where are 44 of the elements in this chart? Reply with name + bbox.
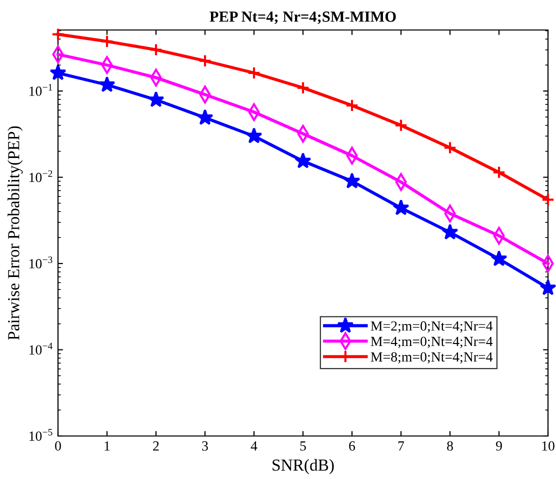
legend-label: M=4;m=0;Nt=4;Nr=4 — [370, 336, 493, 348]
x-tick-label: 3 — [202, 441, 208, 451]
x-tick-label: 1 — [104, 441, 110, 450]
point — [100, 34, 114, 48]
y-tick-label: 10$^{−5}$ — [30, 429, 52, 441]
point — [50, 64, 66, 80]
point — [247, 66, 261, 80]
point — [149, 43, 163, 56]
x-tick-label: 9 — [496, 441, 502, 451]
y-axis-title: Pairwise Error Probability(PEP) — [8, 126, 23, 340]
x-tick-label: 5 — [300, 441, 306, 451]
point — [148, 91, 164, 108]
point — [344, 172, 360, 188]
point — [196, 109, 214, 125]
x-axis-title: SNR(dB) — [272, 459, 334, 474]
chart-title: PEP Nt=4; Nr=4;SM-MIMO — [210, 12, 396, 24]
x-tick-label: 7 — [398, 441, 404, 450]
point — [443, 141, 457, 154]
point — [541, 193, 555, 206]
x-tick-label: 10 — [542, 441, 554, 451]
point — [490, 250, 508, 266]
point — [51, 28, 65, 41]
point — [392, 199, 410, 216]
legend-label: M=8;m=0;Nt=4;Nr=4 — [370, 352, 493, 364]
point — [296, 81, 310, 94]
point — [394, 118, 408, 132]
x-tick-label: 8 — [447, 441, 453, 451]
x-tick-label: 2 — [153, 441, 159, 450]
legend-label: M=2;m=0;Nt=4;Nr=4 — [370, 321, 493, 333]
x-tick-label: 0 — [55, 441, 61, 451]
point — [442, 224, 458, 240]
y-tick-label: 10$^{−2}$ — [30, 170, 52, 182]
point — [345, 98, 359, 112]
y-tick-label: 10$^{−4}$ — [30, 342, 52, 355]
point — [198, 54, 212, 68]
point — [246, 127, 262, 144]
point — [294, 152, 312, 168]
point — [98, 76, 116, 92]
y-tick-label: 10$^{−3}$ — [30, 256, 52, 268]
x-tick-label: 6 — [349, 441, 356, 451]
point — [540, 279, 556, 296]
x-tick-label: 4 — [250, 441, 258, 450]
y-tick-label: 10$^{−1}$ — [30, 84, 52, 96]
point — [492, 166, 506, 179]
